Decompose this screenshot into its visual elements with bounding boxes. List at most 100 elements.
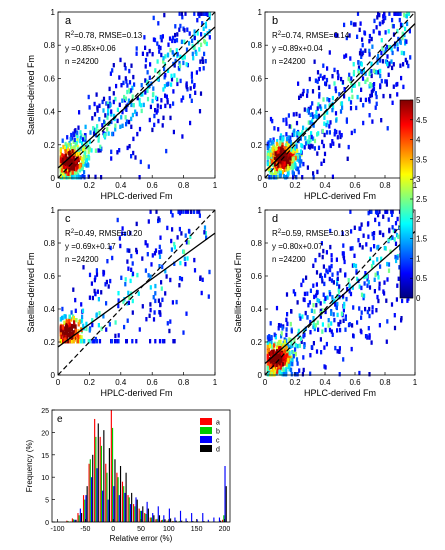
data-point [283,175,287,180]
data-point [140,108,143,114]
data-point [334,111,338,116]
data-point [360,292,364,297]
data-point [115,83,118,89]
data-point [285,345,288,351]
data-point [108,96,111,101]
data-point [309,112,312,117]
data-point [70,132,73,138]
data-point [200,11,203,16]
data-point [323,111,326,117]
data-point [363,274,366,280]
data-point [355,105,358,111]
data-point [158,244,161,250]
y-tick-label: 5 [45,498,49,505]
data-point [180,231,183,236]
data-point [105,327,108,332]
data-point [208,35,211,40]
data-point [59,339,62,344]
bar-b [67,521,69,522]
data-point [131,261,134,266]
data-point [378,209,381,214]
data-point [400,50,403,56]
data-point [315,109,318,115]
data-point [328,327,332,333]
data-point [340,133,343,138]
data-point [61,159,64,165]
data-point [374,217,377,223]
data-point [199,91,203,96]
stats-text: R2=0.78, RMSE=0.13 [65,31,143,40]
data-point [170,73,173,79]
data-point [285,156,288,161]
data-point [340,311,343,316]
data-point [93,277,96,283]
bar-c [102,490,104,522]
data-point [167,42,170,47]
stats-superscript: 2 [278,31,282,37]
data-point [378,230,381,235]
data-point [278,163,281,168]
data-point [66,323,69,328]
data-point [298,368,301,373]
data-point [92,126,95,131]
data-point [370,73,373,79]
data-point [269,149,272,154]
data-point [312,175,315,180]
data-point [271,344,274,350]
data-point [367,326,370,331]
data-point [336,135,339,140]
data-point [364,71,367,76]
data-point [118,236,121,241]
data-point [368,285,372,290]
data-point [170,247,173,252]
data-point [360,285,363,291]
data-point [185,84,188,90]
data-point [69,171,72,176]
data-point [135,247,138,253]
data-point [320,275,324,281]
data-point [87,94,90,100]
bar-d [175,520,177,522]
data-point [182,60,185,66]
data-point [268,334,271,339]
bar-d [186,521,188,522]
data-point [339,109,343,114]
data-point [338,130,341,135]
data-point [312,303,315,308]
data-point [388,62,391,67]
data-point [409,55,412,60]
regression-equation: y =0.80x+0.07 [272,242,323,251]
bar-b [111,427,114,522]
data-point [123,62,126,67]
data-point [334,345,337,351]
data-point [396,283,399,288]
data-point [93,127,96,132]
y-axis-label: Satellite-derived Fm [26,55,36,135]
data-point [304,326,307,331]
bar-c [135,497,137,522]
x-tick-label: 0.2 [289,181,301,190]
data-point [98,339,102,344]
data-point [138,102,141,107]
y-tick-label: 0.4 [251,108,263,117]
data-point [318,252,321,258]
data-point [300,159,303,164]
data-point [343,259,346,265]
data-point [356,11,360,16]
data-point [279,168,282,173]
data-point [70,331,73,336]
data-point [125,339,128,344]
data-point [266,372,269,377]
data-point [181,134,184,139]
data-point [91,116,94,121]
y-tick-label: 0.2 [44,338,56,347]
data-point [369,93,372,99]
data-point [280,334,283,339]
data-point [201,277,204,282]
data-point [273,343,276,348]
data-point [300,282,303,288]
data-point [394,221,398,226]
x-tick-label: 0 [56,181,61,190]
data-point [316,70,320,75]
data-point [331,332,334,337]
